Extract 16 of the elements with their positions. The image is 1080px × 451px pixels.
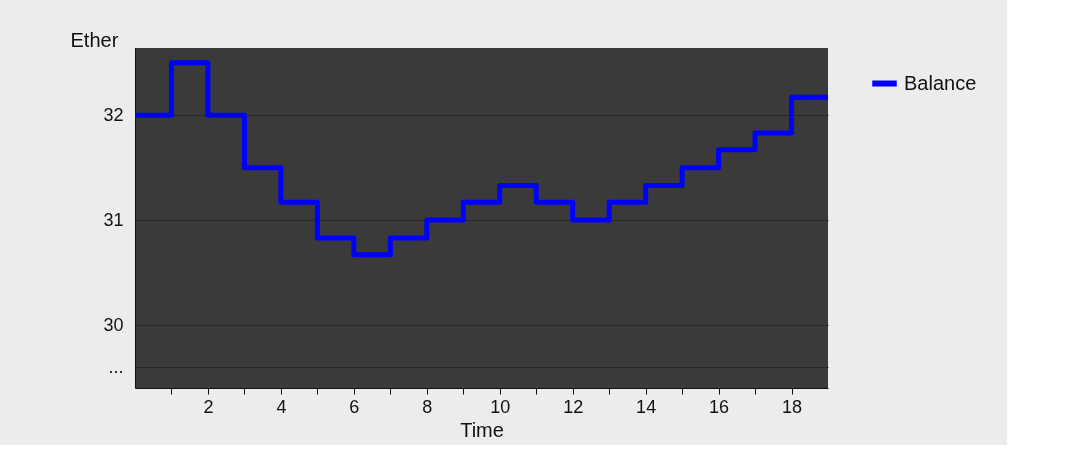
y-tick-label: ... xyxy=(108,356,124,377)
x-tick-label: 16 xyxy=(709,396,730,417)
x-tick-label: 2 xyxy=(203,396,214,417)
y-tick-label: 30 xyxy=(103,314,124,335)
x-tick-label: 10 xyxy=(490,396,511,417)
y-tick-label: 32 xyxy=(103,104,124,125)
y-axis-title: Ether xyxy=(70,28,119,51)
x-tick-label: 8 xyxy=(422,396,433,417)
x-tick-label: 14 xyxy=(636,396,657,417)
x-tick-label: 18 xyxy=(782,396,803,417)
x-tick-label: 6 xyxy=(349,396,360,417)
y-tick-label: 31 xyxy=(103,209,124,230)
x-tick-label: 4 xyxy=(276,396,287,417)
legend-label: Balance xyxy=(904,71,977,94)
x-tick-label: 12 xyxy=(563,396,584,417)
x-axis-title: Time xyxy=(460,418,504,441)
